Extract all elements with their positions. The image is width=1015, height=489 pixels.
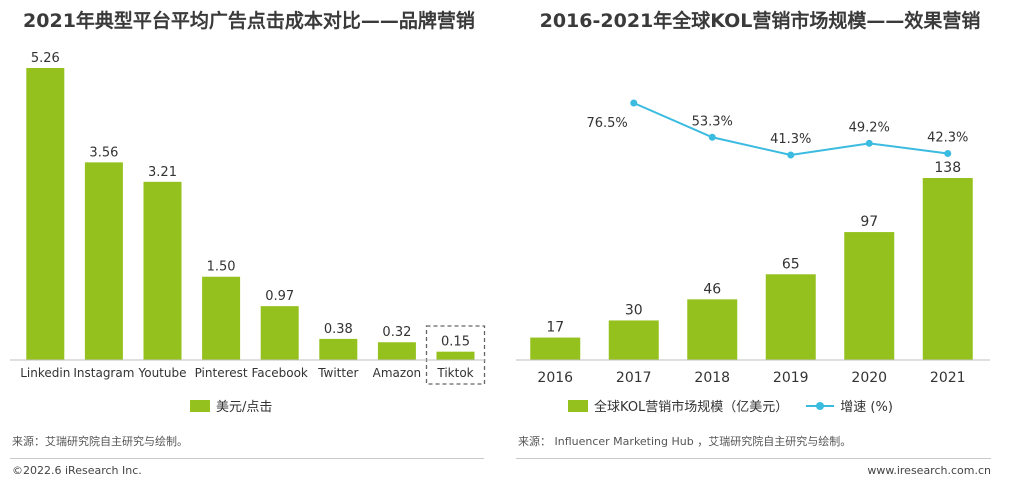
growth-point: [787, 151, 795, 159]
right-category-label: 2020: [851, 370, 887, 386]
right-category-label: 2017: [616, 370, 652, 386]
right-bar-2021: [922, 178, 973, 360]
right-legend-line-swatch: [806, 400, 835, 412]
right-value-label: 30: [625, 302, 643, 318]
growth-label: 49.2%: [849, 120, 890, 135]
right-legend-bar-swatch: [568, 399, 588, 412]
right-bar-2017: [608, 320, 659, 360]
right-chart-title: 2016-2021年全球KOL营销市场规模——效果营销: [539, 10, 981, 32]
left-source-note: 来源：艾瑞研究院自主研究与绘制。: [12, 435, 188, 448]
left-bar-twitter: [319, 338, 358, 360]
left-category-label: Pinterest: [195, 366, 248, 380]
right-value-label: 65: [782, 256, 800, 272]
left-chart-title: 2021年典型平台平均广告点击成本对比——品牌营销: [23, 10, 475, 32]
right-bar-2020: [844, 232, 895, 360]
left-category-label: Instagram: [73, 366, 134, 380]
left-legend: 美元/点击: [190, 396, 272, 415]
left-value-label: 0.97: [265, 289, 294, 304]
left-bar-pinterest: [202, 276, 241, 360]
growth-point: [630, 99, 638, 107]
left-bar-amazon: [377, 342, 416, 360]
left-bar-tiktok: [436, 351, 475, 360]
left-bar-instagram: [84, 162, 123, 360]
growth-point: [944, 150, 952, 158]
left-highlight-box: [425, 325, 486, 385]
left-value-label: 0.15: [441, 335, 470, 350]
left-category-label: Amazon: [373, 366, 422, 380]
left-value-label: 5.26: [31, 51, 60, 66]
left-value-label: 0.32: [382, 325, 411, 340]
left-category-label: Twitter: [317, 366, 358, 380]
right-category-label: 2019: [773, 370, 809, 386]
right-legend: 全球KOL营销市场规模（亿美元） 增速 (%): [568, 396, 893, 415]
left-bar-youtube: [143, 181, 182, 360]
right-value-label: 138: [934, 160, 961, 176]
left-category-label: Facebook: [252, 366, 308, 380]
growth-point: [865, 139, 873, 147]
growth-point: [708, 133, 716, 141]
right-source-note: 来源： Influencer Marketing Hub ，艾瑞研究院自主研究与…: [518, 435, 852, 448]
right-value-label: 17: [546, 320, 564, 336]
right-category-label: 2021: [930, 370, 966, 386]
left-category-label: Tiktok: [436, 366, 473, 380]
left-value-label: 0.38: [324, 322, 353, 337]
growth-label: 53.3%: [692, 114, 733, 129]
growth-line: [633, 102, 948, 157]
right-divider: [516, 458, 991, 459]
growth-label: 41.3%: [770, 132, 811, 147]
right-bar-2016: [530, 337, 581, 360]
left-legend-bar-swatch: [190, 399, 210, 412]
copyright-text: ©2022.6 iResearch Inc.: [12, 464, 142, 477]
growth-label: 42.3%: [927, 131, 968, 146]
right-bar-2019: [765, 274, 816, 360]
right-value-label: 46: [703, 281, 721, 297]
growth-label: 76.5%: [586, 116, 627, 131]
left-value-label: 3.56: [89, 145, 118, 160]
left-value-label: 3.21: [148, 165, 177, 180]
left-category-label: Linkedin: [20, 366, 70, 380]
right-legend-line-label: 增速 (%): [840, 400, 893, 415]
left-legend-label: 美元/点击: [216, 400, 273, 415]
left-value-label: 1.50: [207, 260, 236, 275]
left-category-label: Youtube: [138, 366, 187, 380]
left-bar-facebook: [260, 306, 299, 360]
right-legend-bar-label: 全球KOL营销市场规模（亿美元）: [594, 400, 789, 415]
right-value-label: 97: [860, 214, 878, 230]
right-bar-2018: [687, 299, 738, 360]
left-bar-linkedin: [26, 68, 65, 360]
right-category-label: 2016: [537, 370, 573, 386]
left-divider: [10, 458, 484, 459]
right-category-label: 2018: [694, 370, 730, 386]
website-text: www.iresearch.com.cn: [867, 464, 991, 477]
